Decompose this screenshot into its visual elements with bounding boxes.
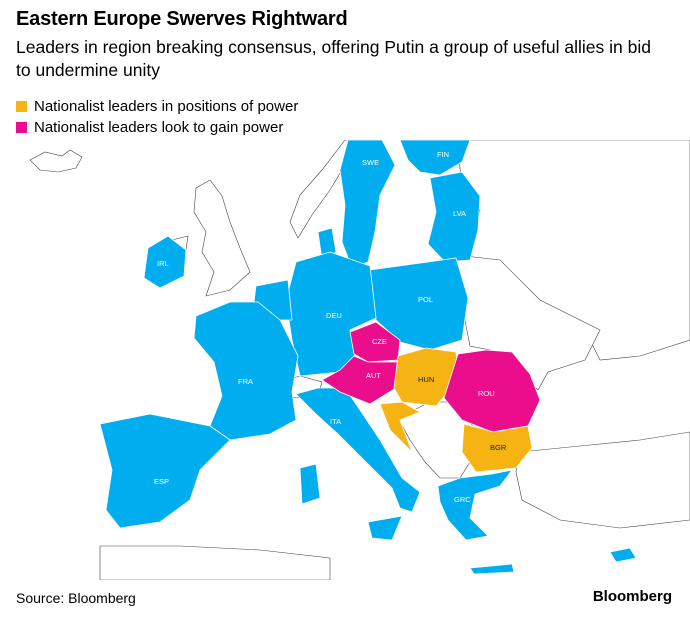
country-sweden: [339, 140, 396, 269]
country-labels: SWE FIN LVA IRL POL DEU CZE AUT HUN ROU FRA ITA BGR E…: [154, 150, 507, 504]
legend-swatch-gain: [16, 122, 27, 133]
legend-label-gain: Nationalist leaders look to gain power: [34, 119, 284, 136]
chart-title: Eastern Europe Swerves Rightward: [16, 8, 348, 30]
country-sicily: [367, 515, 403, 541]
chart-subtitle: Leaders in region breaking consensus, of…: [16, 37, 651, 80]
country-label-lva: LVA: [453, 209, 466, 218]
country-label-deu: DEU: [326, 311, 342, 320]
legend: Nationalist leaders in positions of powe…: [16, 96, 298, 138]
country-label-bgr: BGR: [490, 443, 507, 452]
country-label-fra: FRA: [238, 377, 253, 386]
country-label-pol: POL: [418, 295, 433, 304]
country-france: [193, 301, 299, 441]
bloomberg-logo: Bloomberg: [592, 588, 672, 605]
country-label-esp: ESP: [154, 477, 169, 486]
country-finland: [399, 140, 471, 176]
country-label-aut: AUT: [366, 371, 381, 380]
legend-item-gain: Nationalist leaders look to gain power: [16, 117, 298, 138]
highlighted-countries: [321, 321, 541, 473]
country-label-swe: SWE: [362, 158, 379, 167]
country-romania: [443, 349, 541, 433]
country-poland: [369, 257, 469, 351]
country-label-irl: IRL: [157, 259, 169, 268]
non-eu-land: [29, 140, 690, 580]
country-baltics: [427, 171, 481, 263]
europe-map: SWE FIN LVA IRL POL DEU CZE AUT HUN ROU FRA ITA BGR E…: [29, 140, 690, 580]
country-denmark: [317, 227, 337, 261]
source-note: Source: Bloomberg: [16, 590, 136, 606]
eu-countries: [99, 140, 637, 575]
country-crete: [469, 563, 515, 575]
country-sardinia: [299, 463, 321, 505]
legend-swatch-power: [16, 101, 27, 112]
country-label-hun: HUN: [418, 375, 434, 384]
legend-label-power: Nationalist leaders in positions of powe…: [34, 98, 299, 115]
country-croatia: [379, 401, 421, 453]
country-greece: [437, 469, 513, 541]
country-label-cze: CZE: [372, 337, 387, 346]
country-label-rou: ROU: [478, 389, 495, 398]
country-bulgaria: [461, 423, 533, 473]
country-cyprus: [609, 547, 637, 563]
legend-item-power: Nationalist leaders in positions of powe…: [16, 96, 298, 117]
country-spain: [99, 413, 231, 529]
country-ireland: [143, 235, 187, 289]
country-label-ita: ITA: [330, 417, 341, 426]
country-label-fin: FIN: [437, 150, 449, 159]
country-label-grc: GRC: [454, 495, 471, 504]
